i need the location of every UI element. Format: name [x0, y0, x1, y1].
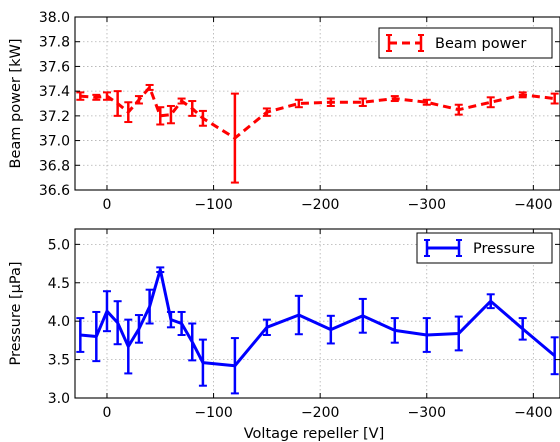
data-point: [106, 95, 108, 97]
y-tick-label: 37.6: [39, 59, 70, 75]
data-point: [297, 314, 300, 316]
legend-label: Beam power: [435, 36, 526, 52]
pressure-panel: 0 −100 −200 −300 −400 3.0 3.5 4.0 4.5 5.0 Pressure…: [8, 228, 560, 421]
legend-label: Pressure: [473, 241, 535, 257]
plot-frame: [74, 228, 560, 399]
data-point: [361, 314, 364, 317]
data-point: [265, 111, 268, 114]
data-point: [521, 93, 524, 96]
data-point: [180, 322, 183, 325]
data-point: [148, 305, 151, 308]
data-point: [329, 328, 332, 331]
x-axis-label: Voltage repeller [V]: [244, 426, 384, 442]
y-tick-label: 37.4: [39, 84, 70, 100]
data-point: [79, 334, 82, 336]
y-tick-label: 3.5: [48, 353, 70, 369]
data-point: [191, 107, 194, 110]
data-point: [127, 345, 130, 348]
legend-handle: [424, 239, 462, 257]
data-point: [191, 341, 194, 343]
data-point: [553, 97, 556, 100]
y-axis-label: Beam power [kW]: [8, 39, 24, 169]
data-point: [425, 334, 428, 336]
data-point: [457, 332, 460, 335]
x-tick-label: −200: [301, 197, 339, 213]
x-tick-label: −200: [301, 405, 339, 421]
data-point: [329, 101, 332, 104]
data-point: [106, 310, 108, 313]
data-point: [148, 86, 151, 89]
data-point: [180, 100, 183, 102]
y-tick-label: 37.2: [39, 109, 70, 125]
y-tick-label: 3.0: [48, 391, 70, 407]
data-point: [265, 326, 268, 329]
data-point: [202, 361, 204, 364]
y-tick-label: 38.0: [39, 10, 70, 26]
data-point: [127, 111, 130, 114]
legend: Pressure: [416, 232, 553, 264]
x-tick-label: −100: [194, 197, 232, 213]
x-tick-label: −100: [194, 405, 232, 421]
beam-power-panel: 0 −100 −200 −300 −400 36.6 36.8 37.0 37.2 37.4 37.…: [8, 10, 560, 213]
plot-frame: [74, 16, 560, 191]
data-point: [233, 364, 236, 367]
data-point: [393, 97, 396, 100]
data-point: [393, 329, 396, 332]
y-tick-label: 5.0: [48, 237, 70, 253]
x-tick-label: −400: [514, 405, 552, 421]
data-point: [457, 108, 460, 111]
data-point: [159, 114, 162, 117]
y-tick-label: 4.5: [48, 276, 70, 292]
legend-handle: [386, 34, 424, 52]
data-point: [489, 300, 492, 303]
series-pressure: [76, 266, 559, 395]
y-tick-label: 36.6: [39, 183, 70, 199]
data-point: [170, 318, 172, 321]
data-point: [95, 96, 98, 99]
x-tick-label: 0: [103, 405, 112, 421]
data-point: [521, 327, 524, 330]
y-tick-label: 36.8: [39, 158, 70, 174]
series-beam-power: [76, 83, 559, 184]
data-point: [138, 327, 140, 330]
data-point: [202, 117, 204, 120]
legend: Beam power: [378, 27, 553, 59]
data-point: [233, 137, 236, 140]
data-point: [116, 102, 119, 105]
data-point: [489, 101, 492, 104]
x-tick-label: 0: [103, 197, 112, 213]
data-point: [116, 321, 119, 324]
series-line: [80, 268, 556, 368]
series-line: [80, 85, 555, 140]
y-tick-label: 37.0: [39, 134, 70, 150]
data-point: [170, 113, 172, 116]
data-point: [159, 268, 162, 271]
data-point: [95, 335, 98, 338]
data-point: [361, 101, 364, 104]
x-tick-label: −300: [408, 197, 446, 213]
y-axis-label: Pressure [μPa]: [8, 261, 24, 365]
data-point: [297, 102, 300, 105]
data-point: [425, 101, 428, 104]
data-point: [138, 98, 140, 101]
y-tick-label: 4.0: [48, 314, 70, 330]
y-tick-label: 37.8: [39, 35, 70, 51]
x-tick-label: −400: [514, 197, 552, 213]
data-point: [553, 354, 556, 357]
data-point: [79, 95, 82, 97]
x-tick-label: −300: [408, 405, 446, 421]
